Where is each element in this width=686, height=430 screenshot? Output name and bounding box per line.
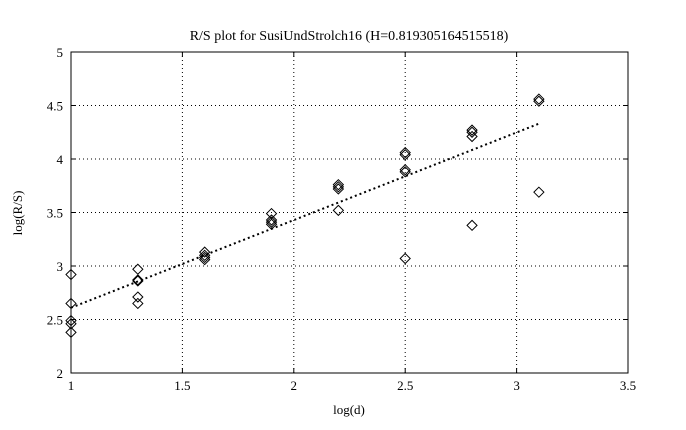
data-point <box>533 93 545 105</box>
x-tick-label: 1.5 <box>174 378 190 393</box>
y-tick-label: 2 <box>57 366 64 381</box>
data-point <box>198 246 211 258</box>
x-tick-label: 2.5 <box>397 378 413 393</box>
data-point <box>132 291 144 303</box>
data-point <box>332 183 345 195</box>
data-point <box>265 216 278 228</box>
data-point <box>198 249 211 262</box>
fit-line <box>70 122 540 309</box>
axis-ticks: 1 1.5 2 2.5 3 3.5 2 2.5 3 3.5 4 4.5 5 <box>47 45 636 393</box>
x-tick-label: 1 <box>68 378 75 393</box>
data-point <box>533 186 545 198</box>
x-tick-label: 3.5 <box>620 378 636 393</box>
data-point <box>399 252 411 265</box>
data-point <box>533 95 545 107</box>
data-point <box>332 204 345 217</box>
data-point <box>65 297 77 310</box>
y-tick-label: 5 <box>57 45 64 60</box>
y-tick-label: 2.5 <box>47 313 63 328</box>
data-point <box>132 263 144 275</box>
y-tick-label: 3.5 <box>47 206 63 221</box>
data-point <box>132 275 144 287</box>
y-axis-label: log(R/S) <box>10 191 25 236</box>
data-point <box>65 326 77 339</box>
data-point <box>265 214 278 226</box>
grid <box>71 52 628 373</box>
data-points <box>65 93 545 339</box>
data-point <box>399 149 411 161</box>
data-point <box>332 178 345 191</box>
data-point <box>332 181 345 193</box>
data-point <box>399 166 411 178</box>
data-point <box>466 126 478 138</box>
plot-frame <box>70 51 629 374</box>
fit-line-group <box>70 122 540 309</box>
data-point <box>198 251 211 264</box>
chart-title: R/S plot for SusiUndStrolch16 (H=0.81930… <box>190 29 509 44</box>
data-point <box>132 274 144 286</box>
data-point <box>132 297 144 310</box>
data-point <box>65 268 77 281</box>
y-tick-label: 4.5 <box>47 99 63 114</box>
y-tick-label: 4 <box>57 152 64 167</box>
x-axis-label: log(d) <box>333 402 365 417</box>
x-tick-label: 2 <box>291 378 298 393</box>
data-point <box>466 124 478 136</box>
data-point <box>198 253 211 266</box>
data-point <box>65 318 77 330</box>
data-point <box>65 314 77 327</box>
y-tick-label: 3 <box>57 259 64 274</box>
data-point <box>466 130 478 143</box>
x-tick-label: 3 <box>513 378 520 393</box>
data-point <box>466 219 478 232</box>
data-point <box>265 218 278 230</box>
data-point <box>399 163 411 176</box>
data-point <box>399 146 411 159</box>
